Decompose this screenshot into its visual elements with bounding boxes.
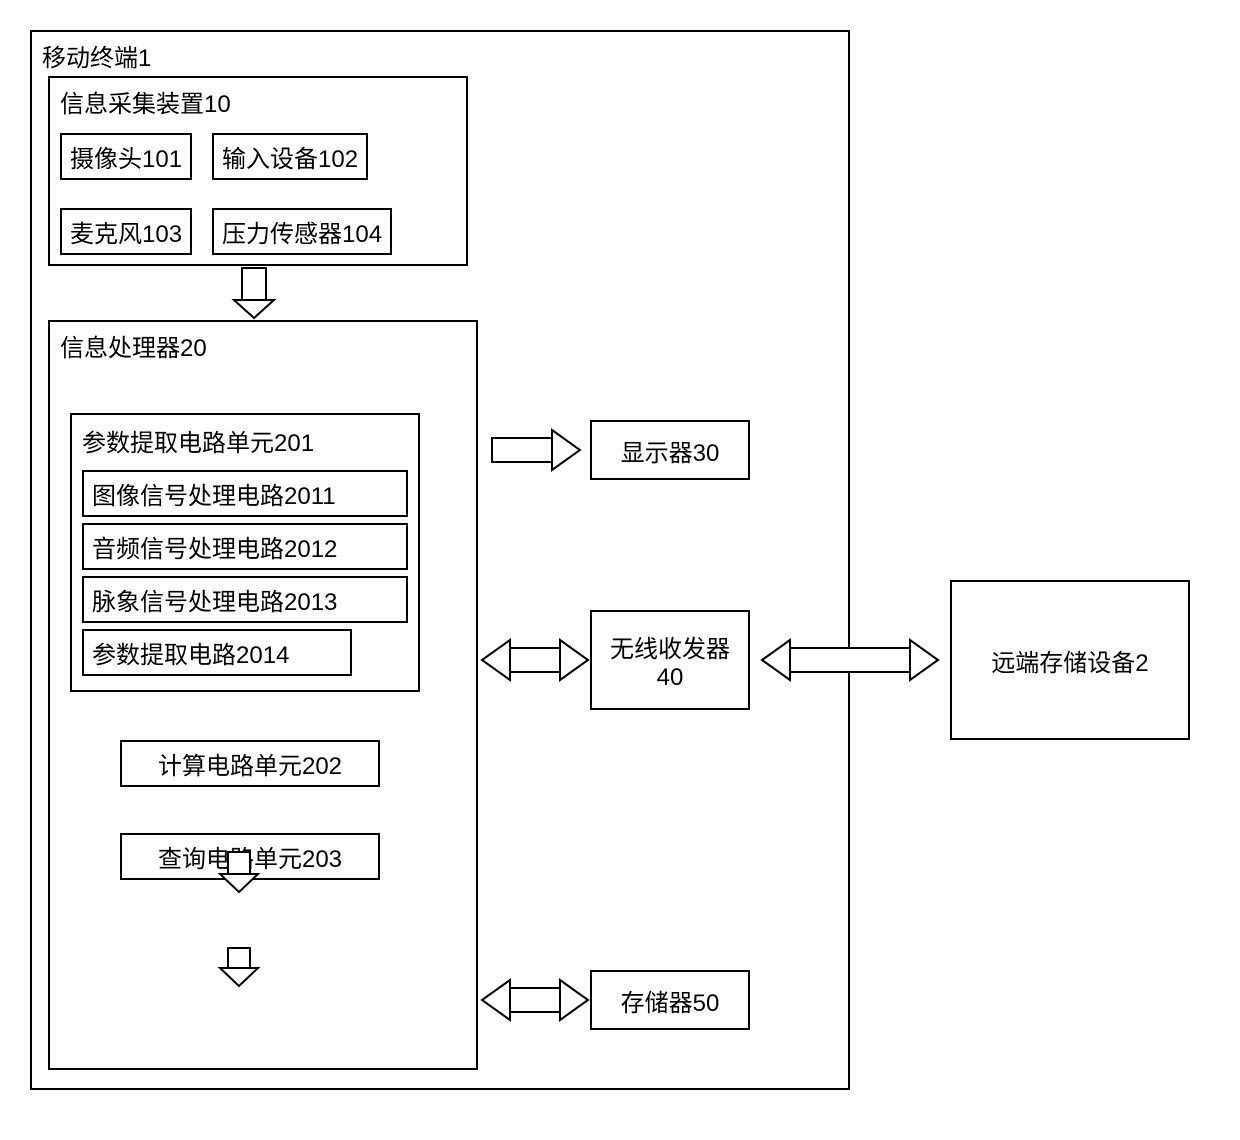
remote-storage-box: 远端存储设备2 [950, 580, 1190, 740]
pressure-sensor-box: 压力传感器104 [212, 208, 392, 255]
display-box: 显示器30 [590, 420, 750, 480]
info-processor-box: 信息处理器20 参数提取电路单元201 图像信号处理电路2011 音频信号处理电… [48, 320, 478, 1070]
param-extract-unit-box: 参数提取电路单元201 图像信号处理电路2011 音频信号处理电路2012 脉象… [70, 413, 420, 692]
system-diagram: 移动终端1 信息采集装置10 摄像头101 输入设备102 麦克风103 压力传… [20, 20, 1220, 1120]
info-collector-box: 信息采集装置10 摄像头101 输入设备102 麦克风103 压力传感器104 [48, 76, 468, 266]
image-proc-box: 图像信号处理电路2011 [82, 470, 408, 517]
wireless-box: 无线收发器40 [590, 610, 750, 710]
audio-proc-box: 音频信号处理电路2012 [82, 523, 408, 570]
pulse-proc-box: 脉象信号处理电路2013 [82, 576, 408, 623]
query-unit-box: 查询电路单元203 [120, 833, 380, 880]
storage-box: 存储器50 [590, 970, 750, 1030]
camera-box: 摄像头101 [60, 133, 192, 180]
info-collector-label: 信息采集装置10 [60, 84, 456, 119]
mobile-terminal-label: 移动终端1 [42, 38, 151, 73]
info-processor-label: 信息处理器20 [60, 328, 466, 363]
param-extract-unit-label: 参数提取电路单元201 [82, 423, 408, 458]
compute-unit-box: 计算电路单元202 [120, 740, 380, 787]
input-device-box: 输入设备102 [212, 133, 368, 180]
microphone-box: 麦克风103 [60, 208, 192, 255]
param-extract-box: 参数提取电路2014 [82, 629, 352, 676]
